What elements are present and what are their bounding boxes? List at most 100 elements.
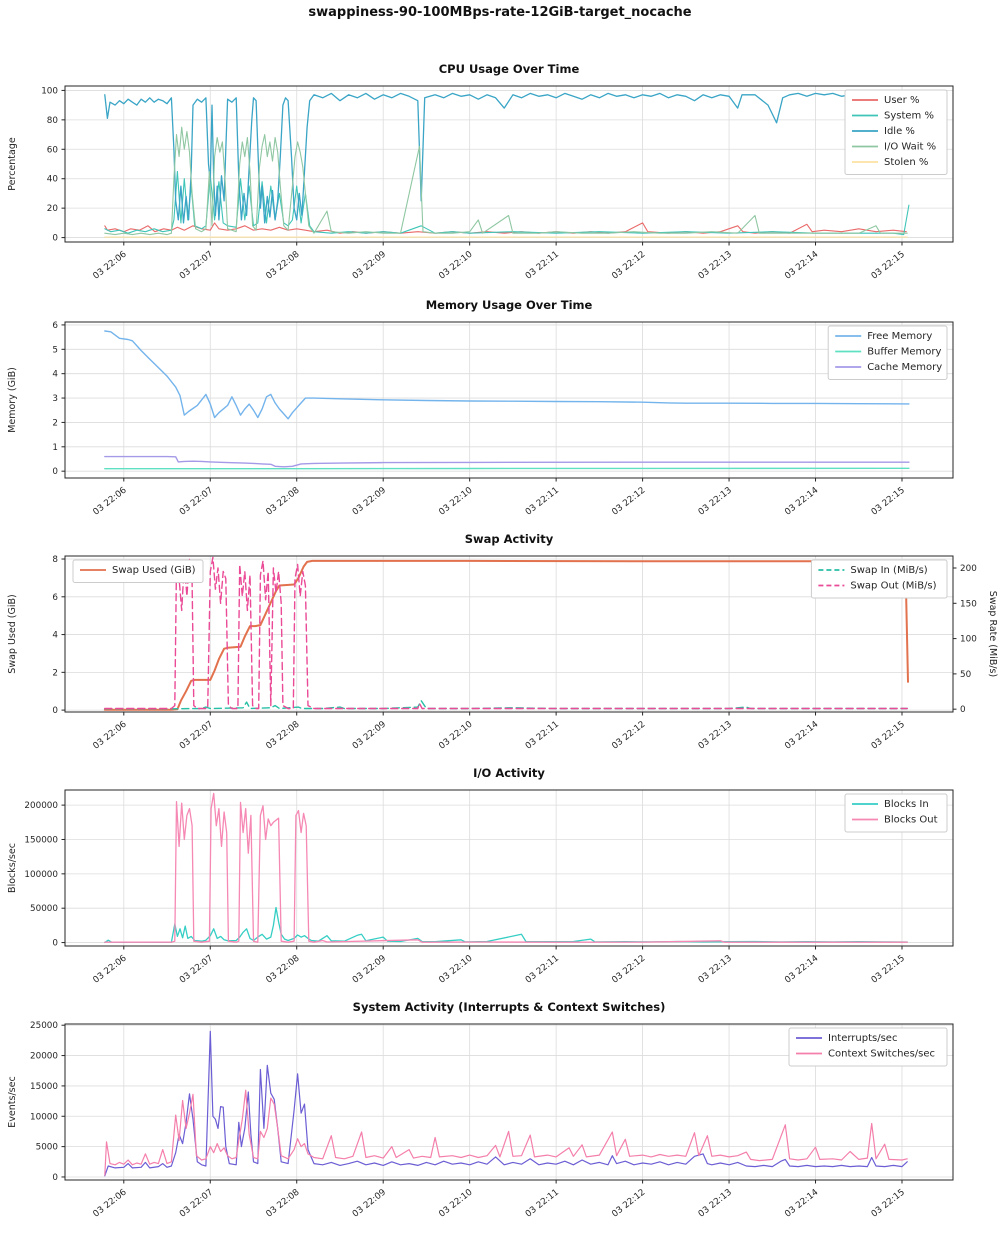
- legend-label: Cache Memory: [867, 362, 942, 373]
- x-tick-label: 03 22:06: [91, 485, 128, 517]
- plot-border: [64, 789, 954, 947]
- legend-item: I/O Wait %: [852, 142, 936, 153]
- x-tick-label: 03 22:13: [697, 1187, 734, 1219]
- series-cache-memory: [104, 455, 910, 468]
- x-tick-label: 03 22:11: [524, 1187, 561, 1219]
- x-tick-label: 03 22:11: [524, 249, 561, 281]
- x-tick-label: 03 22:15: [870, 249, 907, 281]
- y-tick-label: 1: [52, 443, 58, 453]
- legend-label: Swap Out (MiB/s): [850, 581, 936, 592]
- x-tick-label: 03 22:12: [610, 249, 647, 281]
- x-tick-label: 03 22:10: [437, 719, 474, 751]
- series-idle: [104, 92, 908, 224]
- legend-label: Swap In (MiB/s): [850, 565, 927, 576]
- legend-label: Idle %: [884, 126, 915, 137]
- legend-item: Free Memory: [835, 331, 932, 342]
- legend-label: Blocks In: [884, 799, 929, 810]
- legend-label: Blocks Out: [884, 815, 938, 826]
- y-tick-label: 50000: [30, 904, 58, 914]
- x-tick-label: 03 22:06: [91, 719, 128, 751]
- series-i-o-wait: [104, 126, 908, 236]
- x-tick-label: 03 22:09: [351, 719, 388, 751]
- y-axis-label: Percentage: [7, 137, 18, 191]
- y-tick-label: 4: [52, 370, 58, 380]
- legend-item: User %: [852, 95, 919, 106]
- y-tick-label: 15000: [30, 1082, 58, 1092]
- plot-area: [65, 790, 953, 946]
- y-tick-label: 0: [52, 234, 58, 244]
- plot-area: [65, 556, 953, 712]
- legend-item: Interrupts/sec: [796, 1033, 897, 1044]
- x-tick-label: 03 22:15: [870, 719, 907, 751]
- chart-title: I/O Activity: [473, 766, 545, 780]
- x-tick-label: 03 22:13: [697, 719, 734, 751]
- series-swap-out-mib-s: [104, 556, 908, 710]
- x-tick-label: 03 22:14: [783, 953, 820, 985]
- legend-label: Context Switches/sec: [828, 1049, 935, 1060]
- x-tick-label: 03 22:08: [264, 719, 301, 751]
- y-axis-label: Events/sec: [7, 1076, 18, 1127]
- x-tick-label: 03 22:06: [91, 953, 128, 985]
- series-free-memory: [104, 330, 910, 420]
- y-tick-label: 200000: [24, 801, 58, 811]
- y-tick-label: 0: [52, 706, 58, 716]
- legend-box: [72, 559, 204, 583]
- legend-item: Idle %: [852, 126, 915, 137]
- chart-title: Swap Activity: [465, 532, 554, 546]
- x-tick-label: 03 22:08: [264, 485, 301, 517]
- x-tick-label: 03 22:07: [178, 1187, 215, 1219]
- legend-label: Interrupts/sec: [828, 1033, 897, 1044]
- x-tick-label: 03 22:10: [437, 953, 474, 985]
- x-tick-label: 03 22:11: [524, 719, 561, 751]
- legend-item: System %: [852, 111, 934, 122]
- chart-title: System Activity (Interrupts & Context Sw…: [353, 1000, 666, 1014]
- legend-label: Free Memory: [867, 331, 932, 342]
- x-tick-label: 03 22:09: [351, 1187, 388, 1219]
- x-tick-label: 03 22:13: [697, 485, 734, 517]
- x-tick-label: 03 22:13: [697, 249, 734, 281]
- y-tick-label: 5: [52, 345, 58, 355]
- memory-usage-chart: 0 1 2 3 4 5 6 03 22:06 03 22:07 03 22:08 03 22:09 0…: [7, 298, 954, 518]
- y-axis-label: Blocks/sec: [7, 843, 18, 893]
- y-tick-label: 6: [52, 593, 58, 603]
- legend-item: Buffer Memory: [835, 347, 941, 358]
- plot-border: [64, 85, 954, 243]
- y-tick-label: 20000: [30, 1052, 58, 1062]
- legend-item: Swap Used (GiB): [80, 565, 196, 576]
- chart-title: CPU Usage Over Time: [439, 62, 580, 76]
- plot-border: [64, 1023, 954, 1181]
- y-tick-label: 40: [47, 175, 59, 185]
- legend-item: Stolen %: [852, 157, 928, 168]
- y-tick-label-right: 150: [960, 599, 977, 609]
- y-tick-label: 6: [52, 321, 58, 331]
- x-tick-label: 03 22:11: [524, 485, 561, 517]
- x-tick-label: 03 22:14: [783, 249, 820, 281]
- legend-box: [844, 89, 948, 175]
- legend: Free Memory Buffer Memory Cache Memory: [827, 325, 948, 380]
- legend-item: Cache Memory: [835, 362, 942, 373]
- y-tick-label: 5000: [36, 1143, 59, 1153]
- x-tick-label: 03 22:09: [351, 953, 388, 985]
- y-tick-label: 8: [52, 555, 58, 565]
- legend-label: System %: [884, 111, 934, 122]
- y-tick-label: 0: [52, 467, 58, 477]
- legend-item: Context Switches/sec: [796, 1049, 935, 1060]
- x-tick-label: 03 22:06: [91, 249, 128, 281]
- x-tick-label: 03 22:07: [178, 249, 215, 281]
- x-tick-label: 03 22:10: [437, 1187, 474, 1219]
- x-tick-label: 03 22:12: [610, 485, 647, 517]
- legend-box: [810, 559, 948, 599]
- x-tick-label: 03 22:06: [91, 1187, 128, 1219]
- x-tick-label: 03 22:12: [610, 719, 647, 751]
- legend-item: Blocks In: [852, 799, 929, 810]
- legend: Swap In (MiB/s) Swap Out (MiB/s): [810, 559, 948, 599]
- x-tick-label: 03 22:09: [351, 485, 388, 517]
- x-tick-label: 03 22:15: [870, 485, 907, 517]
- legend-label: I/O Wait %: [884, 142, 936, 153]
- x-tick-label: 03 22:11: [524, 953, 561, 985]
- series-context-switches-sec: [104, 1089, 908, 1176]
- legend-label: Buffer Memory: [867, 347, 941, 358]
- y-axis-label-right: Swap Rate (MiB/s): [987, 591, 998, 677]
- y-tick-label: 150000: [24, 835, 58, 845]
